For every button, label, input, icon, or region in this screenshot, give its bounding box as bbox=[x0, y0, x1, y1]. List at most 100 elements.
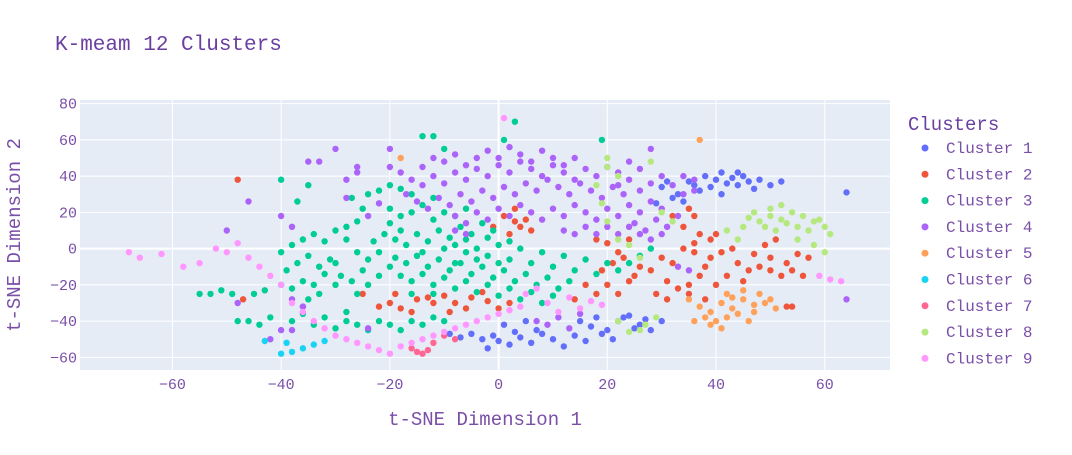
data-point[interactable] bbox=[283, 267, 290, 274]
data-point[interactable] bbox=[778, 272, 785, 279]
data-point[interactable] bbox=[419, 133, 426, 140]
data-point[interactable] bbox=[354, 163, 361, 171]
data-point[interactable] bbox=[430, 194, 437, 202]
data-point[interactable] bbox=[500, 183, 508, 191]
data-point[interactable] bbox=[604, 223, 611, 230]
data-point[interactable] bbox=[571, 332, 578, 339]
data-point[interactable] bbox=[593, 314, 600, 321]
data-point[interactable] bbox=[593, 236, 600, 243]
data-point[interactable] bbox=[821, 223, 828, 230]
data-point[interactable] bbox=[576, 180, 584, 187]
data-point[interactable] bbox=[473, 256, 480, 263]
data-point[interactable] bbox=[419, 321, 426, 328]
data-point[interactable] bbox=[625, 241, 633, 249]
data-point[interactable] bbox=[430, 290, 437, 298]
data-point[interactable] bbox=[517, 303, 524, 310]
legend-item-cluster-3[interactable]: Cluster 3 bbox=[921, 193, 1033, 211]
data-point[interactable] bbox=[495, 154, 502, 162]
data-point[interactable] bbox=[783, 220, 790, 227]
data-point[interactable] bbox=[321, 270, 328, 278]
data-point[interactable] bbox=[441, 145, 448, 153]
data-point[interactable] bbox=[756, 290, 763, 298]
data-point[interactable] bbox=[234, 299, 241, 307]
data-point[interactable] bbox=[566, 191, 573, 198]
data-point[interactable] bbox=[696, 230, 703, 238]
data-point[interactable] bbox=[288, 241, 296, 249]
data-point[interactable] bbox=[343, 336, 350, 343]
data-point[interactable] bbox=[778, 201, 785, 209]
data-point[interactable] bbox=[729, 305, 736, 312]
data-point[interactable] bbox=[707, 254, 714, 261]
data-point[interactable] bbox=[707, 321, 714, 328]
data-point[interactable] bbox=[506, 143, 513, 151]
data-point[interactable] bbox=[473, 317, 480, 325]
data-point[interactable] bbox=[288, 299, 296, 307]
data-point[interactable] bbox=[435, 194, 442, 202]
data-point[interactable] bbox=[299, 278, 307, 285]
data-point[interactable] bbox=[484, 234, 491, 241]
data-point[interactable] bbox=[658, 209, 665, 216]
data-point[interactable] bbox=[538, 172, 546, 180]
data-point[interactable] bbox=[528, 339, 535, 346]
data-point[interactable] bbox=[321, 337, 328, 345]
data-point[interactable] bbox=[364, 281, 372, 288]
data-point[interactable] bbox=[408, 290, 415, 298]
data-point[interactable] bbox=[729, 174, 736, 182]
data-point[interactable] bbox=[517, 201, 524, 209]
data-point[interactable] bbox=[430, 216, 437, 223]
data-point[interactable] bbox=[283, 339, 290, 346]
data-point[interactable] bbox=[354, 290, 361, 298]
data-point[interactable] bbox=[511, 205, 519, 212]
data-point[interactable] bbox=[294, 198, 301, 205]
data-point[interactable] bbox=[783, 259, 790, 267]
data-point[interactable] bbox=[310, 317, 317, 325]
data-point[interactable] bbox=[653, 314, 660, 321]
data-point[interactable] bbox=[261, 337, 268, 345]
data-point[interactable] bbox=[245, 198, 252, 205]
data-point[interactable] bbox=[604, 240, 611, 247]
data-point[interactable] bbox=[740, 287, 747, 294]
data-point[interactable] bbox=[234, 317, 241, 325]
plot-area[interactable] bbox=[80, 100, 890, 370]
data-point[interactable] bbox=[207, 290, 214, 298]
data-point[interactable] bbox=[430, 299, 437, 307]
data-point[interactable] bbox=[636, 254, 644, 261]
data-point[interactable] bbox=[196, 259, 203, 267]
data-point[interactable] bbox=[408, 317, 415, 325]
data-point[interactable] bbox=[674, 263, 682, 270]
data-point[interactable] bbox=[522, 180, 529, 187]
data-point[interactable] bbox=[506, 238, 513, 245]
data-point[interactable] bbox=[615, 212, 622, 220]
data-point[interactable] bbox=[424, 205, 432, 212]
data-point[interactable] bbox=[669, 212, 676, 220]
data-point[interactable] bbox=[615, 172, 622, 180]
data-point[interactable] bbox=[413, 230, 421, 238]
data-point[interactable] bbox=[691, 317, 698, 325]
data-point[interactable] bbox=[462, 205, 470, 212]
data-point[interactable] bbox=[386, 205, 394, 212]
data-point[interactable] bbox=[332, 145, 339, 153]
data-point[interactable] bbox=[468, 330, 475, 337]
data-point[interactable] bbox=[778, 216, 785, 223]
data-point[interactable] bbox=[816, 216, 823, 223]
data-point[interactable] bbox=[566, 294, 573, 301]
data-point[interactable] bbox=[799, 272, 807, 279]
data-point[interactable] bbox=[625, 278, 633, 285]
data-point[interactable] bbox=[685, 290, 693, 298]
data-point[interactable] bbox=[772, 236, 779, 243]
data-point[interactable] bbox=[549, 154, 557, 162]
data-point[interactable] bbox=[696, 136, 703, 144]
data-point[interactable] bbox=[468, 198, 475, 205]
data-point[interactable] bbox=[794, 250, 801, 258]
data-point[interactable] bbox=[663, 296, 671, 303]
data-point[interactable] bbox=[669, 218, 676, 225]
data-point[interactable] bbox=[397, 154, 404, 162]
data-point[interactable] bbox=[343, 308, 350, 316]
data-point[interactable] bbox=[441, 328, 448, 336]
data-point[interactable] bbox=[712, 281, 720, 288]
data-point[interactable] bbox=[451, 299, 459, 307]
data-point[interactable] bbox=[821, 249, 828, 256]
data-point[interactable] bbox=[810, 241, 818, 249]
data-point[interactable] bbox=[256, 263, 263, 270]
data-point[interactable] bbox=[484, 252, 491, 259]
